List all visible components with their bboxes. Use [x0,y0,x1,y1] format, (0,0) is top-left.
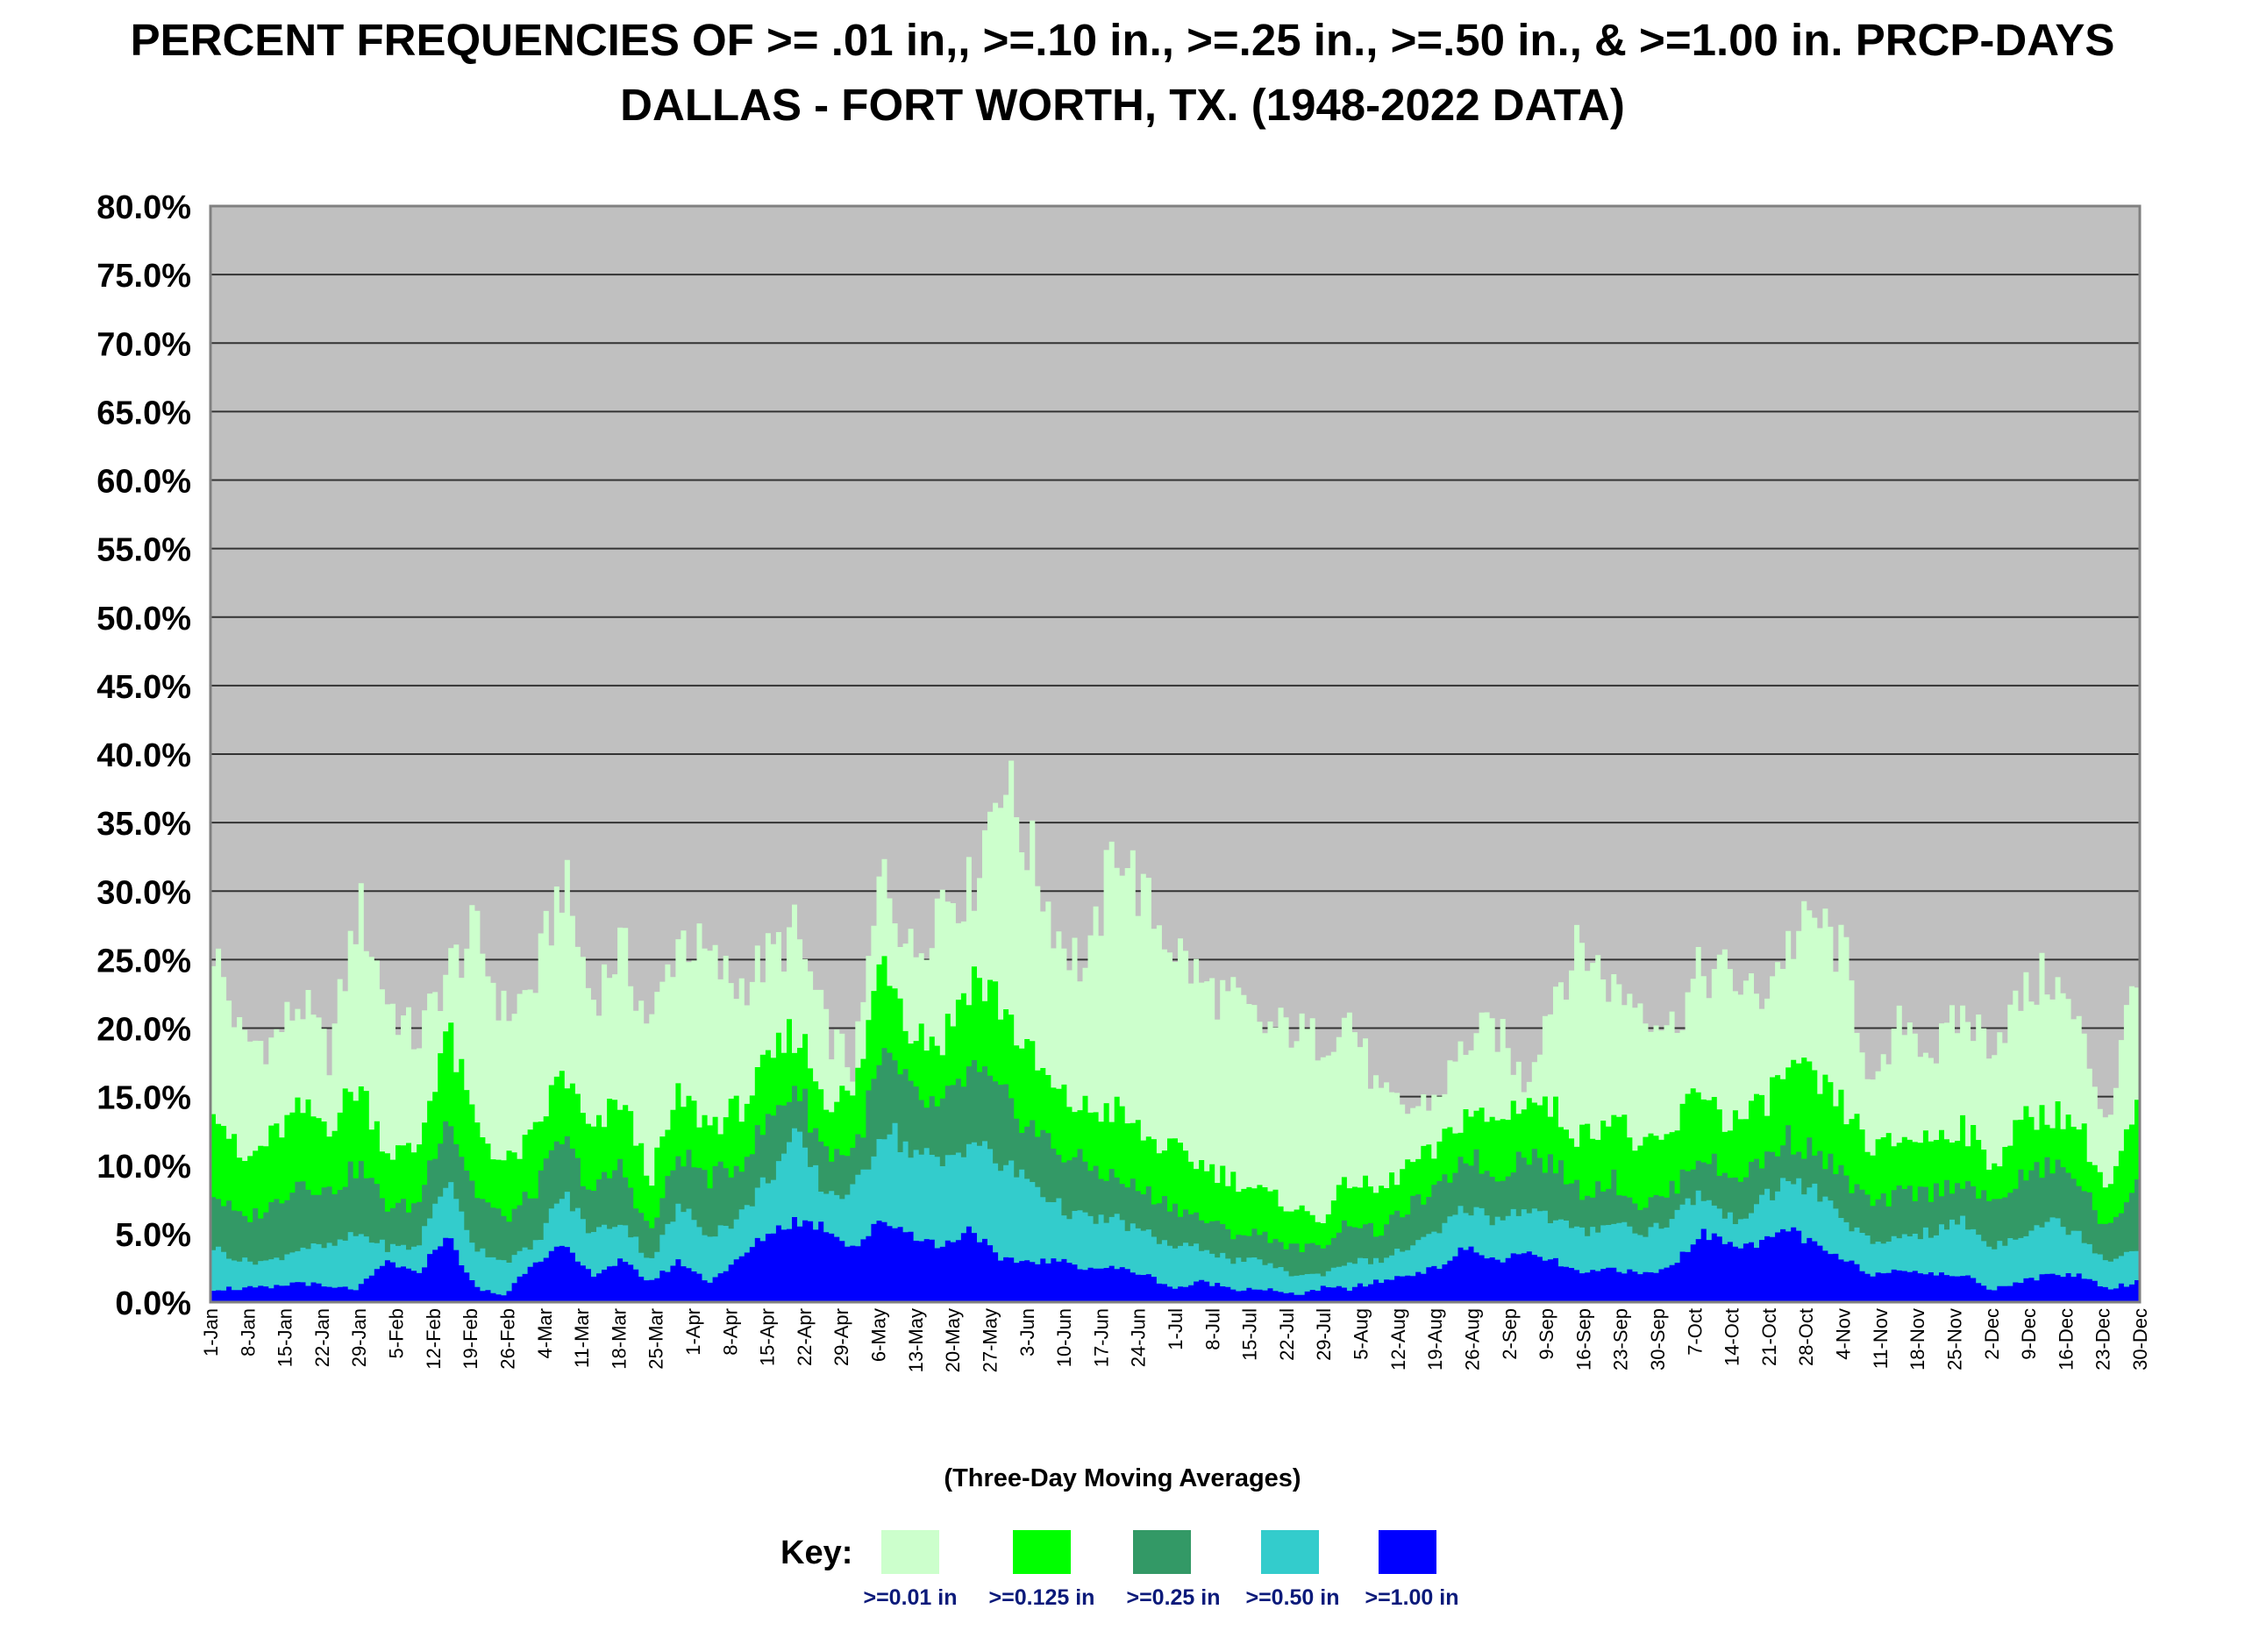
x-tick-label: 26-Aug [1461,1308,1483,1371]
series-area-3 [210,1122,2140,1302]
y-tick-label: 35.0% [96,806,191,843]
x-tick-label: 11-Nov [1870,1308,1892,1369]
x-tick-label: 1-Apr [682,1308,704,1356]
x-tick-label: 8-Jul [1201,1308,1223,1350]
x-tick-label: 17-Jun [1090,1308,1112,1367]
y-tick-label: 20.0% [96,1012,191,1049]
x-tick-label: 2-Sep [1499,1308,1521,1360]
chart-svg: 0.0% 5.0% 10.0% 15.0% 20.0% 25.0% 30.0% 35.0% 40… [96,189,2151,1372]
chart-title-line-1: PERCENT FREQUENCIES OF >= .01 in,, >=.10… [130,15,2115,65]
x-tick-label: 24-Jun [1128,1308,1150,1367]
x-tick-label: 8-Apr [719,1308,741,1356]
legend-swatch-0125 [1013,1530,1071,1574]
legend-swatch-025 [1133,1530,1191,1574]
x-tick-label: 29-Apr [830,1308,852,1366]
x-tick-label: 14-Oct [1721,1308,1743,1366]
x-tick-label: 18-Mar [608,1308,630,1370]
y-tick-label: 65.0% [96,395,191,431]
y-tick-label: 30.0% [96,874,191,911]
y-tick-label: 75.0% [96,258,191,295]
x-tick-label: 21-Oct [1758,1308,1780,1366]
x-tick-label: 22-Apr [794,1308,816,1366]
x-tick-label: 25-Mar [645,1308,667,1370]
x-tick-label: 4-Nov [1833,1308,1855,1360]
x-tick-label: 5-Aug [1351,1308,1372,1360]
y-tick-label: 50.0% [96,601,191,637]
legend-swatch-001 [881,1530,939,1574]
y-tick-label: 55.0% [96,532,191,569]
x-tick-label: 19-Feb [460,1308,481,1370]
x-tick-label: 12-Feb [423,1308,445,1370]
y-tick-label: 40.0% [96,737,191,774]
x-tick-label: 29-Jul [1313,1308,1335,1361]
y-tick-label: 0.0% [115,1285,191,1322]
legend-swatch-100 [1379,1530,1436,1574]
y-tick-label: 80.0% [96,189,191,226]
legend-label-025: >=0.25 in [1126,1585,1221,1610]
y-tick-label: 15.0% [96,1080,191,1117]
x-tick-label: 22-Jul [1276,1308,1298,1361]
x-tick-label: 13-May [905,1308,927,1372]
x-tick-label: 26-Feb [496,1308,518,1370]
x-tick-label: 11-Mar [571,1308,593,1368]
legend-label-050: >=0.50 in [1245,1585,1340,1610]
y-tick-label: 25.0% [96,943,191,979]
x-tick-label: 16-Dec [2055,1308,2077,1371]
x-tick-label: 18-Nov [1906,1308,1928,1371]
x-tick-label: 30-Sep [1647,1308,1669,1371]
y-tick-label: 70.0% [96,326,191,363]
series-area-4 [210,1217,2140,1302]
x-tick-label: 4-Mar [534,1308,556,1358]
x-tick-label: 19-Aug [1424,1308,1446,1371]
x-tick-label: 30-Dec [2129,1308,2151,1371]
x-tick-label: 3-Jun [1016,1308,1038,1356]
y-axis-ticks: 0.0% 5.0% 10.0% 15.0% 20.0% 25.0% 30.0% 35.0% 40… [96,189,191,1322]
plot-border [209,204,2142,1304]
x-tick-label: 2-Dec [1981,1308,2003,1360]
x-axis-ticks: 1-Jan 8-Jan 15-Jan 22-Jan 29-Jan 5-Feb 12-Feb 1… [200,1308,2151,1372]
x-tick-label: 15-Jan [274,1308,296,1367]
y-tick-label: 45.0% [96,669,191,706]
y-tick-label: 5.0% [115,1217,191,1254]
x-tick-label: 28-Oct [1795,1308,1817,1366]
x-tick-label: 29-Jan [348,1308,370,1367]
x-tick-label: 23-Dec [2092,1308,2114,1371]
x-tick-label: 6-May [868,1308,890,1362]
x-tick-label: 8-Jan [237,1308,259,1356]
x-tick-label: 1-Jul [1165,1308,1187,1350]
legend-label-0125: >=0.125 in [988,1585,1095,1610]
chart-title-line-2: DALLAS - FORT WORTH, TX. (1948-2022 DATA… [620,80,1625,130]
x-tick-label: 7-Oct [1684,1308,1706,1356]
x-tick-label: 23-Sep [1610,1308,1632,1371]
legend-key-label: Key: [780,1535,853,1571]
legend-label-100: >=1.00 in [1365,1585,1459,1610]
x-tick-label: 16-Sep [1572,1308,1594,1371]
x-tick-label: 1-Jan [200,1308,222,1356]
series-areas [210,760,2140,1302]
x-tick-label: 27-May [979,1308,1001,1372]
legend-swatch-050 [1261,1530,1319,1574]
x-tick-label: 22-Jan [311,1308,333,1367]
x-tick-label: 25-Nov [1943,1308,1965,1371]
y-tick-label: 10.0% [96,1149,191,1186]
x-tick-label: 15-Apr [757,1308,779,1366]
y-tick-label: 60.0% [96,464,191,501]
x-tick-label: 9-Dec [2018,1308,2040,1360]
legend-label-001: >=0.01 in [863,1585,958,1610]
x-tick-label: 15-Jul [1239,1308,1261,1361]
x-tick-label: 20-May [942,1308,964,1372]
x-tick-label: 10-Jun [1053,1308,1075,1367]
chart-note: (Three-Day Moving Averages) [944,1464,1301,1492]
x-tick-label: 5-Feb [386,1308,408,1358]
x-tick-label: 9-Sep [1536,1308,1557,1360]
x-tick-label: 12-Aug [1387,1308,1409,1371]
